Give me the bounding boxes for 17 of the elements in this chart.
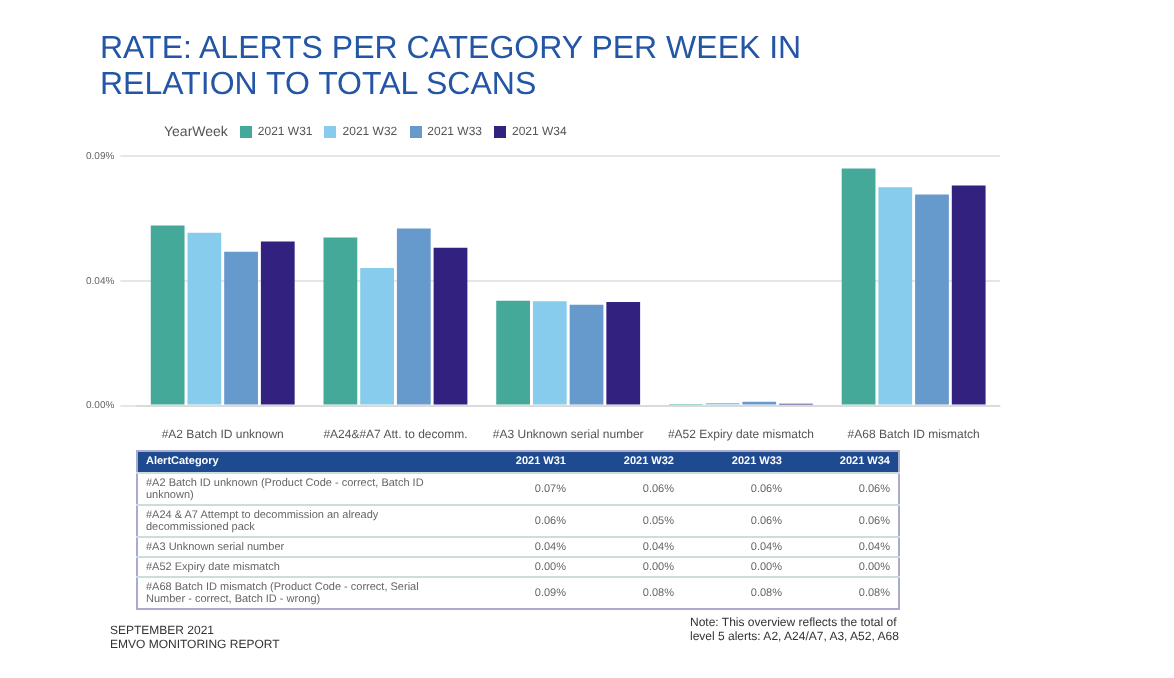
bar xyxy=(323,237,358,405)
bar xyxy=(187,232,222,405)
bar xyxy=(569,304,604,405)
bar xyxy=(841,168,876,405)
bar xyxy=(606,301,641,405)
bar xyxy=(260,241,295,405)
bar xyxy=(915,194,949,405)
bar xyxy=(496,300,530,405)
bar xyxy=(878,187,913,405)
bar xyxy=(532,301,567,405)
bar xyxy=(150,225,185,405)
bar xyxy=(224,251,258,405)
bar xyxy=(360,268,394,405)
bar xyxy=(951,185,986,405)
bar xyxy=(433,247,468,405)
bar xyxy=(396,228,431,405)
chart-title: RATE: ALERTS PER CATEGORY PER WEEK IN RELATION TO TOTAL SCANS xyxy=(100,32,804,104)
